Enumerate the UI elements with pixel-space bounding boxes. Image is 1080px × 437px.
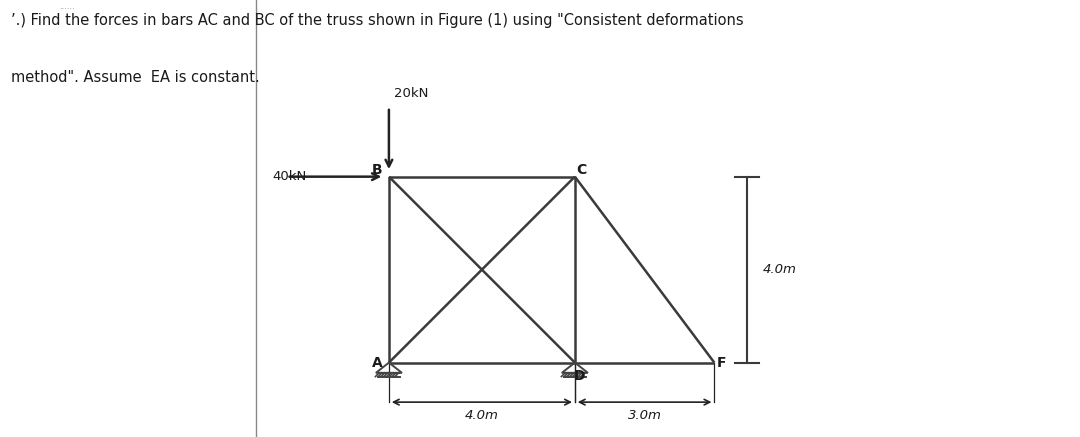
Text: 4.0m: 4.0m: [465, 409, 499, 422]
Text: C: C: [577, 163, 586, 177]
Text: 4.0m: 4.0m: [764, 263, 797, 276]
Text: F: F: [716, 356, 726, 370]
Text: B: B: [372, 163, 382, 177]
Text: method". Assume  EA is constant.: method". Assume EA is constant.: [11, 70, 259, 85]
Text: A: A: [372, 356, 382, 370]
Text: 20kN: 20kN: [393, 87, 428, 100]
Text: 40kN: 40kN: [272, 170, 307, 183]
Text: D: D: [573, 369, 585, 383]
Text: ’.) Find the forces in bars AC and BC of the truss shown in Figure (1) using "Co: ’.) Find the forces in bars AC and BC of…: [11, 13, 743, 28]
Text: ......: ......: [59, 2, 76, 11]
Text: 3.0m: 3.0m: [627, 409, 662, 422]
